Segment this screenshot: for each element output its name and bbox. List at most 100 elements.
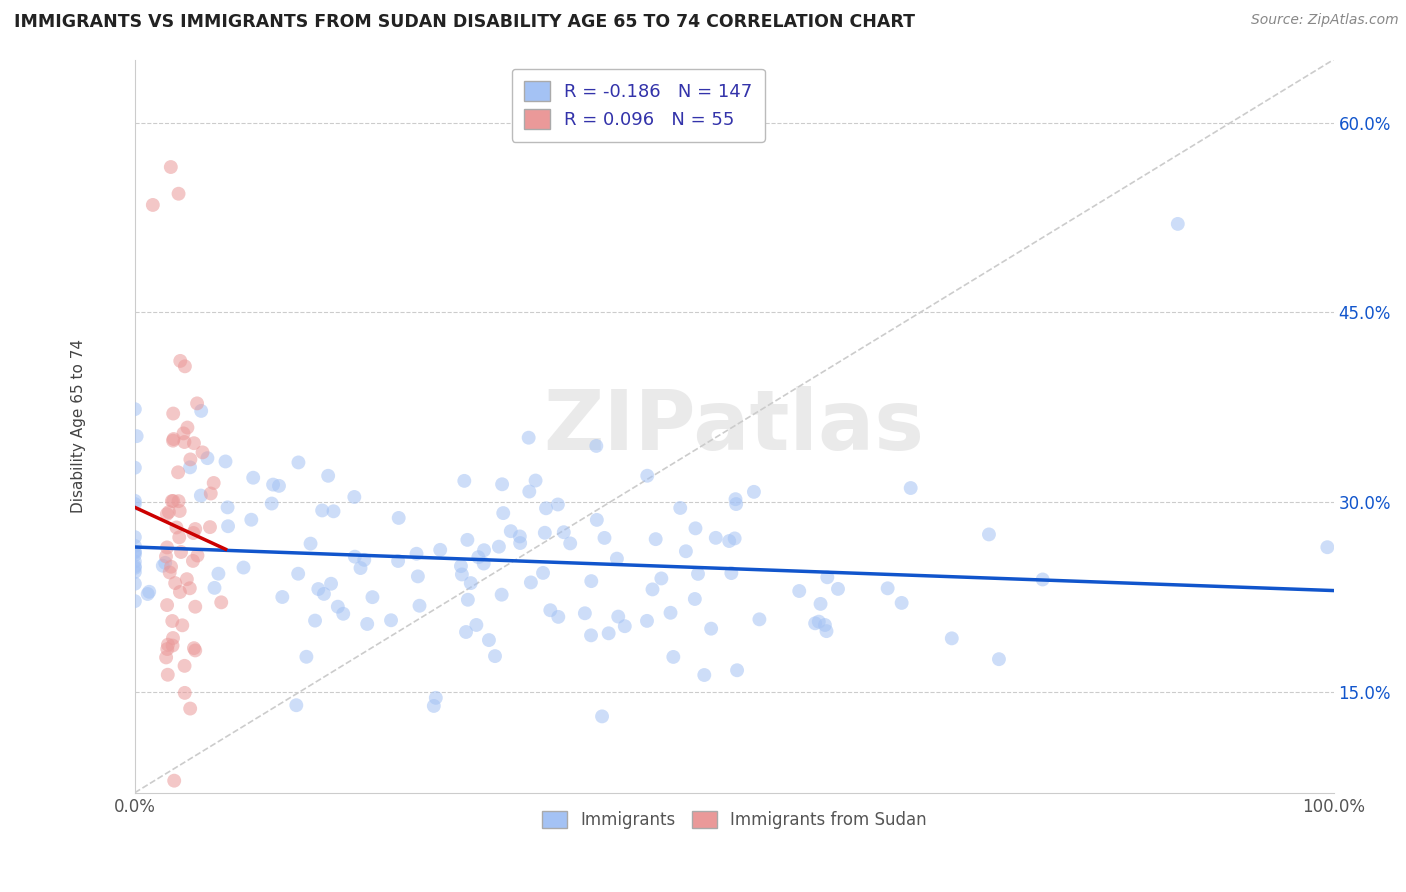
Point [167,465,190,479]
Point [124,561,146,575]
Point [285,698,308,713]
Point [198,520,221,534]
Point [531,566,554,580]
Point [124,544,146,558]
Point [724,492,747,507]
Point [316,468,339,483]
Point [488,540,510,554]
Point [240,513,263,527]
Point [387,554,409,568]
Point [827,582,849,596]
Point [124,530,146,544]
Point [312,587,335,601]
Point [184,643,207,657]
Point [162,494,184,508]
Point [167,494,190,508]
Point [807,615,830,629]
Point [520,575,543,590]
Point [190,404,212,418]
Point [162,639,184,653]
Legend: Immigrants, Immigrants from Sudan: Immigrants, Immigrants from Sudan [534,804,934,836]
Point [217,500,239,515]
Point [287,566,309,581]
Point [700,622,723,636]
Point [748,612,770,626]
Point [685,521,707,535]
Point [450,559,472,574]
Point [356,616,378,631]
Point [153,556,176,570]
Point [260,497,283,511]
Point [467,550,489,565]
Point [159,566,181,580]
Point [987,652,1010,666]
Point [941,632,963,646]
Point [217,519,239,533]
Point [136,587,159,601]
Point [197,451,219,466]
Point [170,545,193,559]
Point [169,504,191,518]
Point [491,588,513,602]
Point [125,429,148,443]
Point [533,525,555,540]
Point [179,460,201,475]
Point [456,533,478,547]
Point [585,439,607,453]
Point [319,576,342,591]
Point [332,607,354,621]
Point [425,690,447,705]
Point [124,555,146,569]
Point [574,607,596,621]
Point [457,592,479,607]
Point [190,489,212,503]
Point [815,570,838,584]
Point [636,468,658,483]
Point [138,584,160,599]
Point [124,460,146,475]
Point [725,497,748,511]
Point [304,614,326,628]
Point [142,198,165,212]
Point [725,663,748,677]
Point [162,434,184,448]
Point [343,549,366,564]
Point [214,454,236,468]
Point [311,503,333,517]
Point [124,576,146,591]
Point [405,547,427,561]
Point [183,641,205,656]
Point [581,574,603,588]
Point [124,539,146,553]
Point [262,477,284,491]
Point [517,484,540,499]
Point [606,551,628,566]
Point [155,650,177,665]
Point [267,479,290,493]
Point [162,614,184,628]
Point [200,486,222,500]
Point [613,619,636,633]
Point [669,500,692,515]
Point [156,598,179,612]
Point [408,599,430,613]
Point [183,436,205,450]
Point [179,581,201,595]
Point [406,569,429,583]
Point [810,597,832,611]
Point [176,572,198,586]
Point [683,592,706,607]
Point [644,532,666,546]
Point [900,481,922,495]
Point [499,524,522,538]
Point [179,452,201,467]
Point [163,773,186,788]
Point [156,541,179,555]
Point [465,618,488,632]
Point [124,545,146,559]
Point [156,642,179,657]
Point [579,628,602,642]
Point [361,590,384,604]
Point [202,475,225,490]
Point [191,445,214,459]
